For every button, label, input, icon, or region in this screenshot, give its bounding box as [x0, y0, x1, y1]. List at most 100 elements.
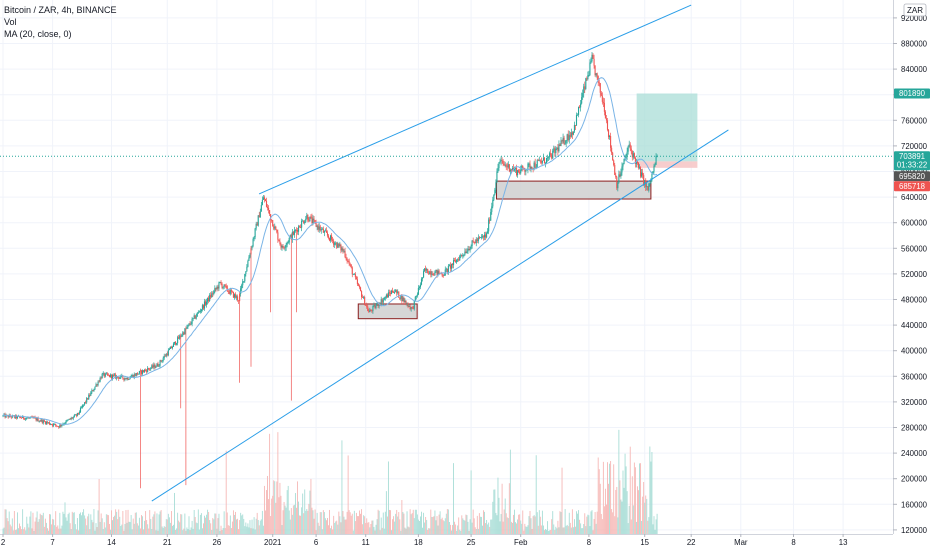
candle-body — [632, 153, 634, 158]
candle-body — [415, 295, 417, 297]
volume-bar — [181, 514, 183, 534]
volume-bar — [620, 499, 622, 534]
candle-body — [537, 160, 539, 162]
candle-body — [376, 303, 378, 306]
volume-bar — [121, 524, 123, 534]
candle-body — [404, 300, 406, 303]
candle-body — [310, 216, 312, 218]
volume-bar — [547, 521, 549, 534]
candle-body — [126, 377, 128, 380]
candle-body — [499, 161, 501, 163]
candle-body — [228, 291, 230, 294]
volume-bar — [51, 524, 53, 534]
candle-body — [569, 135, 571, 137]
candle-body — [445, 268, 447, 270]
volume-bar — [499, 521, 501, 534]
volume-bar — [416, 514, 418, 534]
legend-ma[interactable]: MA (20, close, 0) — [4, 29, 72, 39]
legend-volume[interactable]: Vol — [4, 17, 17, 27]
candle-body — [553, 148, 555, 151]
candle-body — [339, 244, 341, 246]
volume-bar — [528, 516, 530, 534]
candle-body — [254, 228, 256, 238]
volume-bar — [362, 524, 364, 534]
candle-body — [55, 423, 57, 426]
volume-bar — [175, 529, 177, 534]
channel-trendlines[interactable] — [151, 4, 729, 502]
volume-bar — [515, 522, 516, 534]
volume-bar — [311, 507, 313, 534]
candle-body — [278, 239, 280, 242]
volume-bar — [157, 530, 159, 534]
volume-bar — [148, 528, 150, 534]
time-tick-label: 18 — [414, 538, 423, 547]
candle-body — [255, 223, 257, 229]
candle-body — [216, 286, 218, 289]
volume-bar — [183, 528, 185, 534]
volume-bar — [198, 529, 200, 534]
candle-body — [90, 392, 92, 396]
candle-body — [99, 377, 101, 382]
volume-bar — [591, 510, 593, 534]
volume-bar — [576, 511, 577, 534]
volume-bar — [365, 522, 367, 534]
candle-body — [418, 287, 420, 289]
volume-bar — [375, 524, 377, 534]
candle-body — [504, 164, 506, 166]
volume-bar — [165, 519, 167, 534]
price-axis[interactable]: 120000 160000 200000 240000 280000 320000 3600… — [893, 0, 932, 550]
candle-body — [230, 290, 232, 292]
volume-bar — [519, 514, 521, 534]
candle-body — [42, 420, 44, 423]
volume-bar — [2, 528, 4, 534]
candle-body — [429, 271, 431, 275]
volume-bar — [141, 515, 142, 534]
candle-body — [144, 369, 146, 372]
volume-bar — [622, 470, 624, 534]
volume-bar — [245, 522, 247, 534]
candle-body — [457, 259, 459, 261]
candle-body — [258, 215, 260, 218]
candle-body — [631, 150, 633, 158]
candle-body — [95, 384, 97, 387]
volume-bar — [502, 521, 504, 534]
candle-body — [649, 182, 651, 184]
volume-bar — [168, 517, 170, 534]
candle-body — [157, 363, 159, 367]
candle-body — [396, 290, 398, 293]
candle-body — [341, 248, 343, 251]
position-zones[interactable] — [636, 93, 698, 168]
candle-body — [420, 278, 423, 285]
candle-body — [183, 332, 185, 335]
candle-body — [560, 140, 562, 146]
candle-body — [571, 132, 573, 135]
candle-body — [498, 162, 500, 168]
candle-body — [80, 407, 83, 409]
candle-body — [309, 216, 311, 222]
currency-badge[interactable]: ZAR — [903, 3, 927, 17]
volume-bar — [66, 520, 68, 534]
candle-body — [119, 377, 121, 379]
candle-body — [454, 260, 456, 261]
candle-body — [462, 255, 464, 256]
candle-body — [171, 346, 174, 349]
time-axis[interactable]: 2 7 14 21 26 2021 6 11 18 25 Feb 8 15 22 Mar 8 13 — [0, 534, 893, 550]
volume-bar — [276, 481, 278, 534]
candle-body — [319, 226, 321, 231]
candle-body — [256, 223, 258, 226]
candle-body — [478, 237, 480, 239]
volume-bar — [640, 463, 642, 534]
volume-bar — [497, 477, 499, 534]
volume-bar — [7, 521, 9, 534]
candle-body — [585, 78, 587, 89]
candle-body — [140, 370, 143, 374]
candle-body — [2, 415, 4, 417]
candle-body — [489, 219, 491, 221]
volume-bar — [315, 530, 317, 534]
candle-body — [221, 283, 223, 288]
volume-bar — [556, 528, 558, 534]
legend-symbol[interactable]: Bitcoin / ZAR, 4h, BINANCE — [4, 5, 117, 15]
candle-body — [176, 343, 178, 345]
